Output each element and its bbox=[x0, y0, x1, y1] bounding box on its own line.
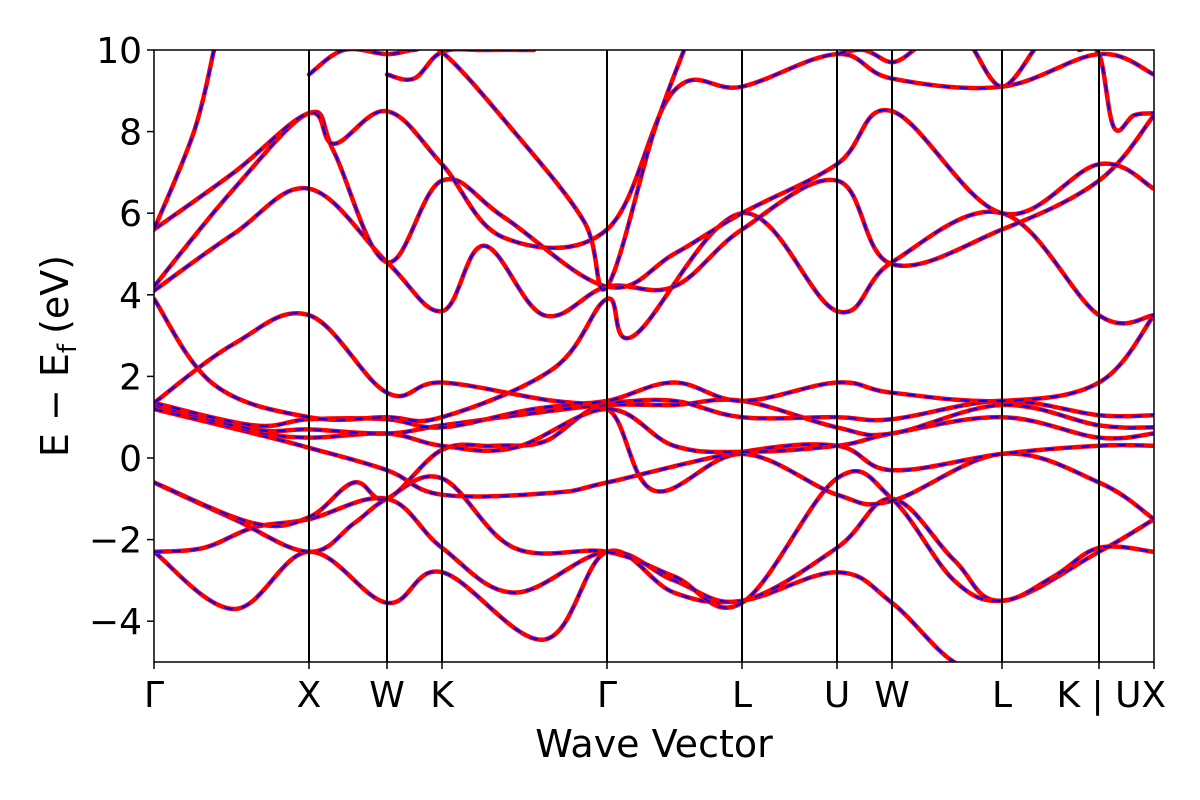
y-tick-label: 6 bbox=[119, 194, 142, 235]
x-tick-label: W bbox=[369, 675, 405, 716]
x-tick-label: U bbox=[824, 675, 850, 716]
y-ticks: −4 −2 0 2 4 6 8 10 bbox=[89, 31, 154, 643]
y-axis-label: E − Ef (eV) bbox=[33, 255, 83, 457]
y-tick-label: −4 bbox=[89, 602, 142, 643]
band-line-12 bbox=[154, 51, 1154, 251]
band-line-dashed-12 bbox=[154, 52, 1154, 249]
band-line-dashed-6 bbox=[154, 398, 1154, 437]
band-line-dashed-13 bbox=[154, 50, 216, 230]
x-tick-label: L bbox=[992, 675, 1012, 716]
band-line-dashed-15 bbox=[386, 50, 534, 81]
x-tick-label: K bbox=[430, 675, 455, 716]
band-line-dashed-3 bbox=[154, 406, 1154, 528]
x-tick-label: L bbox=[732, 675, 752, 716]
band-line-13 bbox=[154, 50, 217, 232]
x-tick-label: K | U bbox=[1057, 675, 1142, 716]
y-tick-label: 0 bbox=[119, 439, 142, 480]
band-line-8 bbox=[154, 311, 1154, 406]
y-axis-label-main: E − E bbox=[33, 353, 77, 457]
x-tick-label: X bbox=[1141, 675, 1166, 716]
band-line-dashed-8 bbox=[154, 312, 1154, 405]
y-tick-label: 2 bbox=[119, 357, 142, 398]
y-tick-label: 8 bbox=[119, 113, 142, 154]
x-tick-label: X bbox=[297, 675, 322, 716]
kpoint-lines bbox=[308, 50, 1100, 662]
bands-layer bbox=[154, 50, 1154, 662]
y-axis-label-subscript: f bbox=[53, 343, 83, 353]
band-line-dashed-9 bbox=[154, 210, 1154, 423]
x-axis-label: Wave Vector bbox=[535, 722, 773, 766]
band-line-dashed-2 bbox=[154, 469, 1154, 609]
band-line-dashed-14 bbox=[308, 50, 686, 291]
band-line-dashed-5 bbox=[154, 407, 1154, 454]
y-tick-label: −2 bbox=[89, 521, 142, 562]
band-line-dashed-16 bbox=[836, 50, 915, 64]
band-line-9 bbox=[154, 209, 1154, 424]
plot-frame bbox=[153, 49, 1155, 663]
band-line-15 bbox=[384, 50, 537, 82]
y-tick-label: 10 bbox=[96, 31, 142, 72]
band-line-dashed-0 bbox=[154, 549, 957, 662]
band-line-3 bbox=[154, 405, 1154, 529]
band-line-18 bbox=[1076, 50, 1154, 133]
band-line-dashed-18 bbox=[1078, 50, 1154, 132]
band-line-4 bbox=[154, 406, 1154, 499]
y-tick-label: 4 bbox=[119, 276, 142, 317]
x-tick-label: W bbox=[874, 675, 910, 716]
x-tick-label: Γ bbox=[597, 675, 617, 716]
x-tick-label: Γ bbox=[144, 675, 164, 716]
y-axis-label-unit: (eV) bbox=[33, 255, 77, 334]
